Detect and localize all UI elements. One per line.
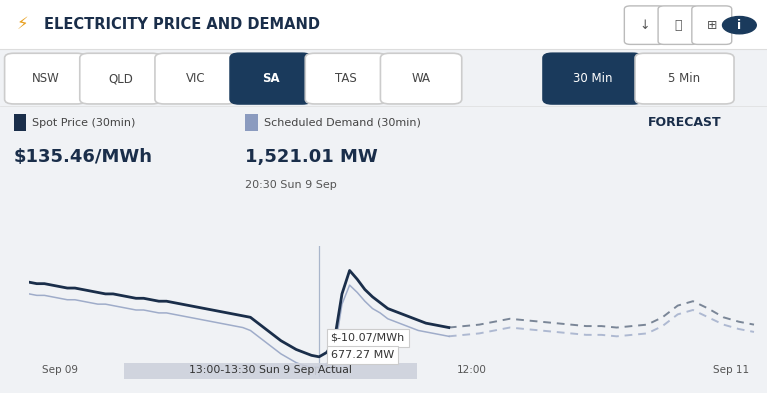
Text: Sep 10: Sep 10: [301, 365, 337, 375]
FancyBboxPatch shape: [635, 53, 734, 104]
Text: $135.46/MWh: $135.46/MWh: [14, 148, 153, 166]
FancyBboxPatch shape: [5, 53, 86, 104]
Text: WA: WA: [412, 72, 430, 85]
Text: i: i: [737, 18, 742, 32]
Circle shape: [723, 17, 756, 34]
Text: QLD: QLD: [108, 72, 133, 85]
Text: ↓: ↓: [639, 18, 650, 32]
FancyBboxPatch shape: [245, 114, 258, 131]
FancyBboxPatch shape: [14, 114, 26, 131]
Text: $-10.07/MWh: $-10.07/MWh: [331, 333, 405, 343]
FancyBboxPatch shape: [0, 0, 767, 49]
FancyBboxPatch shape: [80, 53, 161, 104]
Text: Scheduled Demand (30min): Scheduled Demand (30min): [264, 118, 421, 128]
Text: ELECTRICITY PRICE AND DEMAND: ELECTRICITY PRICE AND DEMAND: [44, 17, 320, 32]
Text: 12:00: 12:00: [457, 365, 486, 375]
FancyBboxPatch shape: [624, 6, 664, 44]
Text: ⬛: ⬛: [674, 18, 682, 32]
FancyBboxPatch shape: [543, 53, 642, 104]
Text: ⊞: ⊞: [706, 18, 717, 32]
FancyBboxPatch shape: [692, 6, 732, 44]
Text: TAS: TAS: [335, 72, 357, 85]
Text: VIC: VIC: [186, 72, 206, 85]
FancyBboxPatch shape: [124, 363, 417, 378]
FancyBboxPatch shape: [658, 6, 698, 44]
Text: Sep 09: Sep 09: [41, 365, 77, 375]
FancyBboxPatch shape: [230, 53, 311, 104]
Text: 5 Min: 5 Min: [669, 72, 700, 85]
FancyBboxPatch shape: [0, 49, 767, 106]
Text: 13:00-13:30 Sun 9 Sep Actual: 13:00-13:30 Sun 9 Sep Actual: [189, 365, 352, 375]
Text: SA: SA: [262, 72, 279, 85]
Text: 30 Min: 30 Min: [573, 72, 612, 85]
Text: Sep 11: Sep 11: [713, 365, 749, 375]
Text: Spot Price (30min): Spot Price (30min): [32, 118, 136, 128]
Text: FORECAST: FORECAST: [648, 116, 722, 129]
FancyBboxPatch shape: [380, 53, 462, 104]
Text: 677.27 MW: 677.27 MW: [331, 350, 393, 360]
Text: 20:30 Sun 9 Sep: 20:30 Sun 9 Sep: [245, 180, 337, 190]
FancyBboxPatch shape: [305, 53, 387, 104]
Text: ⚡: ⚡: [17, 15, 28, 33]
Text: 1,521.01 MW: 1,521.01 MW: [245, 148, 378, 166]
Text: NSW: NSW: [31, 72, 59, 85]
FancyBboxPatch shape: [155, 53, 236, 104]
